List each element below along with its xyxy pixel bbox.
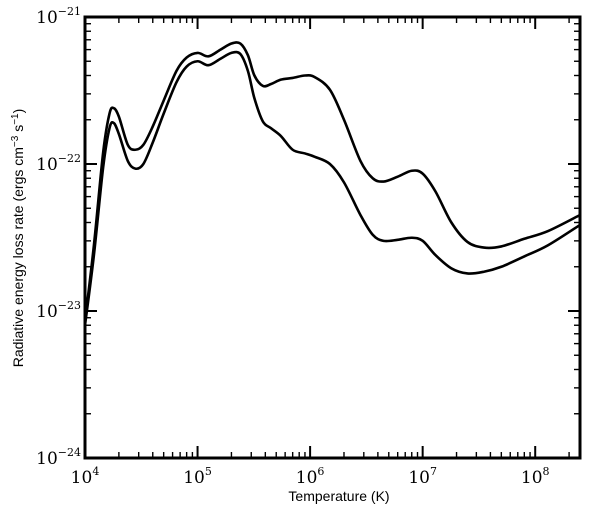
x-tick-label-exponent: 6 (317, 465, 324, 478)
x-tick-label: 104 (71, 465, 100, 488)
x-tick-label-exponent: 4 (92, 465, 99, 478)
x-axis-label: Temperature (K) (288, 488, 389, 504)
y-tick-label: 10−24 (36, 446, 81, 469)
y-axis-label-tail: ) (10, 109, 26, 114)
x-tick-label: 105 (183, 465, 212, 488)
x-tick-label-exponent: 5 (205, 465, 212, 478)
y-tick-label: 10−23 (36, 299, 81, 322)
y-tick-label-base: 10 (36, 155, 58, 175)
x-tick-label: 107 (408, 465, 437, 488)
x-tick-label-exponent: 7 (430, 465, 437, 478)
y-tick-label-exponent: −24 (58, 446, 81, 459)
y-tick-label-exponent: −23 (58, 299, 81, 312)
y-axis-label-text: Radiative energy loss rate (ergs cm (10, 147, 26, 367)
y-axis-label: Radiative energy loss rate (ergs cm−3 s−… (10, 109, 27, 368)
x-tick-label-base: 10 (296, 468, 318, 488)
x-tick-label-base: 10 (521, 468, 543, 488)
x-tick-label-base: 10 (183, 468, 205, 488)
y-tick-label-base: 10 (36, 449, 58, 469)
x-tick-label-exponent: 8 (543, 465, 550, 478)
series-layer (83, 41, 582, 327)
y-tick-label-base: 10 (36, 8, 58, 28)
y-tick-label-exponent: −22 (58, 152, 81, 165)
x-tick-label-base: 10 (408, 468, 430, 488)
x-tick-label-base: 10 (71, 468, 93, 488)
series-line-1 (83, 41, 582, 323)
y-axis-label-exp1: −3 (10, 135, 21, 147)
x-tick-label: 106 (296, 465, 325, 488)
plot-frame (83, 15, 582, 460)
y-axis-label-mid: s (10, 125, 26, 136)
y-axis-label-exp2: −1 (10, 113, 21, 125)
y-tick-label: 10−21 (36, 5, 81, 28)
series-line-2 (83, 50, 582, 327)
y-tick-label-base: 10 (36, 302, 58, 322)
x-tick-label: 108 (521, 465, 550, 488)
y-tick-label-exponent: −21 (58, 5, 81, 18)
ticks-layer (84, 16, 580, 459)
y-tick-label: 10−22 (36, 152, 81, 175)
